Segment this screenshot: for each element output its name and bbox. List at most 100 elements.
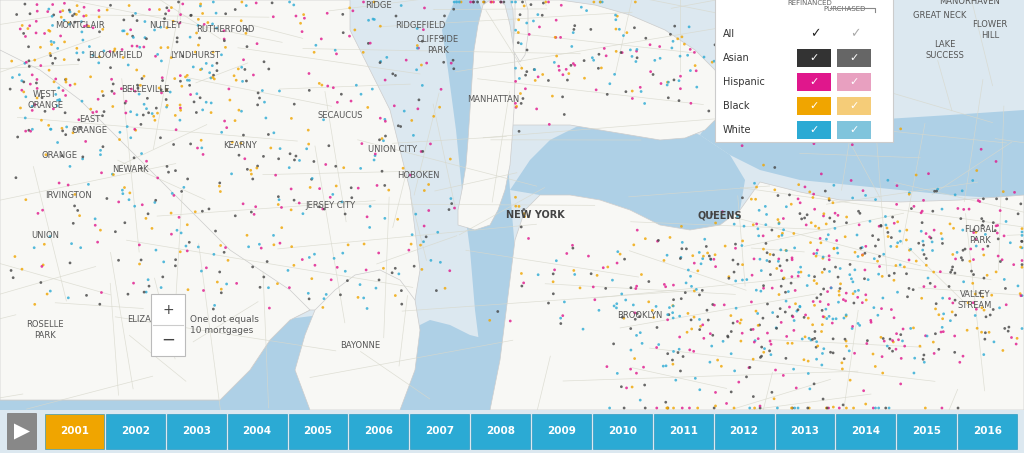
- Point: [393, 287, 410, 294]
- Point: [69, 49, 85, 57]
- Point: [898, 270, 914, 277]
- Point: [820, 231, 837, 238]
- FancyBboxPatch shape: [715, 414, 773, 449]
- Point: [854, 251, 870, 259]
- Point: [377, 182, 393, 189]
- Point: [396, 107, 413, 115]
- Point: [964, 267, 980, 275]
- Point: [814, 269, 830, 276]
- Point: [672, 313, 688, 320]
- Point: [708, 263, 724, 270]
- Point: [406, 263, 422, 270]
- Point: [825, 182, 842, 189]
- Point: [919, 262, 935, 269]
- Point: [67, 81, 83, 88]
- Point: [687, 62, 703, 69]
- Point: [232, 140, 249, 147]
- Point: [182, 12, 199, 19]
- Point: [1013, 292, 1024, 299]
- Point: [57, 92, 74, 99]
- Point: [954, 226, 971, 234]
- Point: [883, 234, 899, 241]
- Point: [740, 12, 757, 19]
- Point: [919, 255, 935, 262]
- Point: [218, 124, 234, 131]
- Point: [985, 306, 1001, 313]
- Point: [627, 24, 643, 31]
- Point: [493, 0, 509, 5]
- Point: [76, 13, 92, 20]
- Point: [304, 175, 321, 182]
- Point: [516, 2, 532, 10]
- Point: [554, 93, 570, 101]
- Point: [233, 63, 250, 71]
- Point: [206, 72, 222, 79]
- Point: [995, 188, 1012, 195]
- Point: [961, 206, 977, 213]
- Point: [618, 29, 635, 36]
- Point: [384, 269, 400, 276]
- Point: [54, 152, 71, 159]
- Point: [996, 276, 1013, 283]
- Point: [931, 311, 947, 318]
- Point: [754, 343, 770, 351]
- Point: [388, 12, 404, 19]
- Point: [604, 276, 621, 284]
- Point: [821, 214, 838, 222]
- Point: [61, 8, 78, 15]
- Point: [260, 65, 276, 72]
- Point: [977, 336, 993, 343]
- Point: [16, 60, 33, 67]
- Point: [725, 43, 741, 50]
- Point: [172, 11, 188, 18]
- Point: [1002, 239, 1019, 246]
- Point: [947, 191, 964, 198]
- Point: [150, 51, 166, 58]
- Point: [377, 116, 393, 123]
- Point: [402, 241, 419, 248]
- Point: [780, 288, 797, 295]
- Point: [125, 33, 141, 40]
- Point: [650, 237, 667, 244]
- Point: [373, 58, 389, 65]
- Point: [781, 191, 798, 198]
- Point: [150, 174, 166, 182]
- Point: [632, 84, 648, 91]
- Point: [154, 89, 170, 96]
- Point: [60, 181, 77, 188]
- Point: [526, 66, 543, 73]
- Point: [128, 66, 144, 73]
- Point: [516, 213, 532, 220]
- Point: [126, 154, 142, 161]
- Point: [928, 300, 944, 307]
- Point: [857, 400, 873, 408]
- Point: [337, 268, 353, 275]
- Point: [136, 72, 153, 80]
- Point: [865, 304, 882, 311]
- Point: [676, 40, 692, 48]
- Point: [17, 114, 34, 121]
- Point: [517, 72, 534, 79]
- Point: [441, 267, 458, 275]
- Point: [358, 213, 375, 221]
- Point: [942, 317, 958, 324]
- Point: [556, 299, 572, 306]
- Point: [990, 235, 1007, 242]
- Point: [416, 238, 432, 246]
- Point: [313, 82, 330, 89]
- Point: [54, 125, 71, 132]
- Point: [496, 0, 512, 5]
- Point: [812, 298, 828, 305]
- Point: [734, 242, 751, 249]
- Point: [927, 188, 943, 195]
- Point: [680, 52, 696, 59]
- Point: [720, 333, 736, 341]
- Point: [844, 325, 860, 332]
- Point: [801, 272, 817, 279]
- FancyBboxPatch shape: [411, 414, 469, 449]
- Text: Asian: Asian: [723, 53, 750, 63]
- Polygon shape: [290, 300, 400, 410]
- Point: [801, 405, 817, 412]
- Point: [671, 97, 687, 104]
- Point: [854, 251, 870, 259]
